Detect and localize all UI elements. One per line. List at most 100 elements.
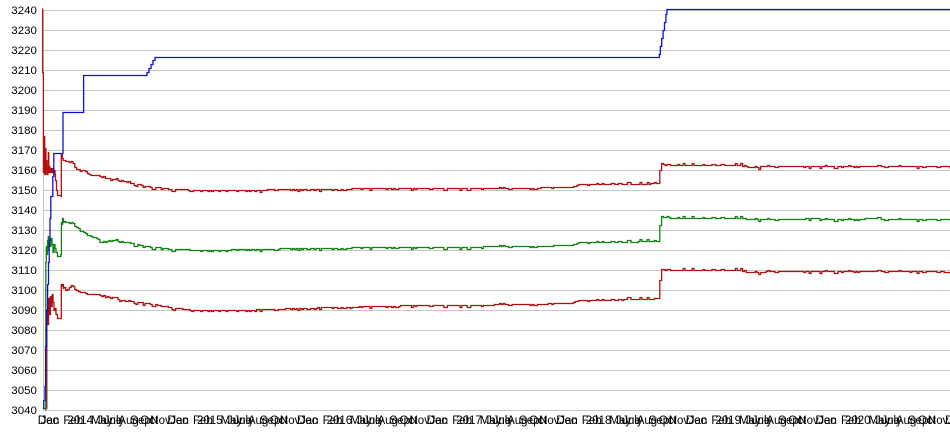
svg-text:Sept: Sept [260, 415, 284, 427]
svg-text:Sept: Sept [908, 415, 932, 427]
svg-text:Dec: Dec [297, 415, 318, 427]
svg-text:2020: 2020 [845, 415, 871, 427]
svg-text:May: May [221, 415, 243, 427]
svg-text:2019: 2019 [715, 415, 741, 427]
svg-text:Jan: Jan [689, 415, 708, 427]
svg-text:3060: 3060 [11, 365, 37, 377]
svg-text:Oct: Oct [659, 415, 678, 427]
svg-text:Sept: Sept [519, 415, 543, 427]
svg-text:Nov: Nov [150, 415, 171, 427]
svg-text:Feb: Feb [841, 415, 861, 427]
svg-text:3220: 3220 [11, 45, 37, 57]
svg-text:2017: 2017 [456, 415, 482, 427]
svg-text:Sept: Sept [649, 415, 673, 427]
svg-text:3160: 3160 [11, 165, 37, 177]
svg-text:Aug: Aug [118, 415, 138, 427]
svg-text:Nov: Nov [410, 415, 431, 427]
svg-text:3070: 3070 [11, 345, 37, 357]
svg-text:Nov: Nov [928, 415, 949, 427]
svg-text:3130: 3130 [11, 225, 37, 237]
svg-text:Oct: Oct [400, 415, 419, 427]
svg-text:Oct: Oct [788, 415, 807, 427]
svg-text:Jan: Jan [300, 415, 319, 427]
svg-text:Dec: Dec [686, 415, 707, 427]
svg-text:July: July [881, 415, 902, 427]
svg-text:3210: 3210 [11, 65, 37, 77]
svg-text:Oct: Oct [918, 415, 937, 427]
svg-text:Jan: Jan [948, 415, 950, 427]
svg-text:2015: 2015 [197, 415, 223, 427]
svg-text:Feb: Feb [452, 415, 472, 427]
svg-text:Jan: Jan [170, 415, 189, 427]
svg-text:Oct: Oct [529, 415, 548, 427]
svg-text:Nov: Nov [539, 415, 560, 427]
svg-text:Aug: Aug [378, 415, 398, 427]
svg-text:3190: 3190 [11, 105, 37, 117]
svg-text:Dec: Dec [945, 415, 950, 427]
svg-text:June: June [745, 415, 770, 427]
svg-text:Dec: Dec [427, 415, 448, 427]
svg-text:Sept: Sept [778, 415, 802, 427]
svg-text:July: July [622, 415, 643, 427]
svg-text:Sept: Sept [130, 415, 154, 427]
svg-text:3140: 3140 [11, 205, 37, 217]
svg-text:July: July [104, 415, 125, 427]
svg-text:Aug: Aug [896, 415, 916, 427]
svg-text:June: June [227, 415, 252, 427]
svg-text:May: May [609, 415, 631, 427]
svg-text:3050: 3050 [11, 385, 37, 397]
svg-text:Dec: Dec [815, 415, 836, 427]
svg-text:May: May [739, 415, 761, 427]
svg-text:June: June [357, 415, 382, 427]
svg-text:Nov: Nov [669, 415, 690, 427]
svg-text:June: June [616, 415, 641, 427]
svg-text:July: July [493, 415, 514, 427]
svg-text:June: June [97, 415, 122, 427]
svg-text:June: June [486, 415, 511, 427]
svg-text:3170: 3170 [11, 145, 37, 157]
svg-text:Dec: Dec [38, 415, 59, 427]
svg-text:3040: 3040 [11, 405, 37, 417]
svg-text:Jan: Jan [430, 415, 449, 427]
svg-text:3150: 3150 [11, 185, 37, 197]
svg-text:Feb: Feb [193, 415, 213, 427]
svg-text:Feb: Feb [63, 415, 83, 427]
svg-text:Dec: Dec [556, 415, 577, 427]
svg-text:Jan: Jan [559, 415, 578, 427]
svg-text:Oct: Oct [140, 415, 159, 427]
svg-text:May: May [869, 415, 891, 427]
svg-text:Nov: Nov [798, 415, 819, 427]
svg-text:May: May [350, 415, 372, 427]
svg-text:July: July [233, 415, 254, 427]
svg-text:July: July [363, 415, 384, 427]
svg-text:3100: 3100 [11, 285, 37, 297]
svg-text:3180: 3180 [11, 125, 37, 137]
svg-text:July: July [752, 415, 773, 427]
svg-text:Feb: Feb [323, 415, 343, 427]
svg-text:Aug: Aug [507, 415, 527, 427]
svg-text:Aug: Aug [766, 415, 786, 427]
svg-text:Aug: Aug [248, 415, 268, 427]
svg-text:Sept: Sept [390, 415, 414, 427]
svg-text:3120: 3120 [11, 245, 37, 257]
svg-text:3200: 3200 [11, 85, 37, 97]
svg-text:Aug: Aug [637, 415, 657, 427]
svg-text:Nov: Nov [280, 415, 301, 427]
svg-text:3110: 3110 [11, 265, 37, 277]
svg-text:3230: 3230 [11, 25, 37, 37]
svg-text:2014: 2014 [67, 415, 93, 427]
svg-text:3090: 3090 [11, 305, 37, 317]
svg-text:June: June [875, 415, 900, 427]
svg-text:3080: 3080 [11, 325, 37, 337]
svg-text:2018: 2018 [586, 415, 612, 427]
svg-text:Feb: Feb [711, 415, 731, 427]
svg-text:2016: 2016 [327, 415, 353, 427]
svg-text:Oct: Oct [270, 415, 289, 427]
svg-text:May: May [91, 415, 113, 427]
svg-text:Feb: Feb [582, 415, 602, 427]
svg-text:Jan: Jan [818, 415, 837, 427]
svg-text:May: May [480, 415, 502, 427]
svg-text:Jan: Jan [41, 415, 60, 427]
svg-text:3240: 3240 [11, 5, 37, 17]
svg-text:Dec: Dec [167, 415, 188, 427]
